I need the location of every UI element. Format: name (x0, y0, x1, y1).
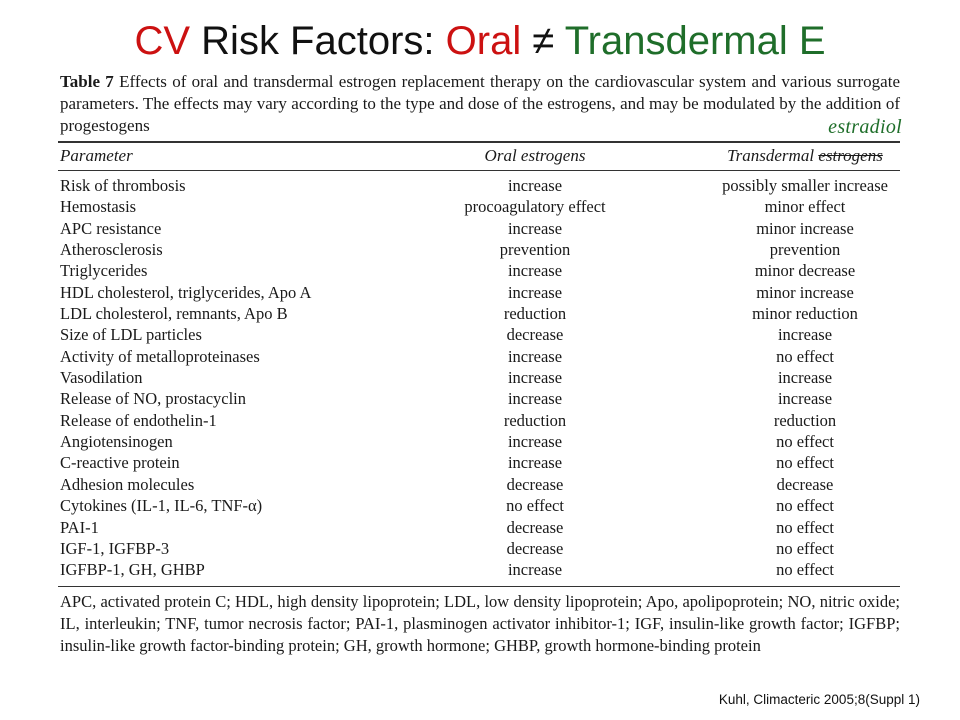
table-caption-label: Table 7 (60, 72, 114, 91)
cell-transdermal: increase (777, 325, 833, 345)
title-not-equal-icon: ≠ (532, 19, 555, 63)
cell-parameter: Vasodilation (60, 368, 143, 388)
table-row: Cytokines (IL-1, IL-6, TNF-α) no effect no… (60, 495, 900, 516)
table-row: Angiotensinogen increase no effect (60, 431, 900, 452)
table-row: LDL cholesterol, remnants, Apo B reductio… (60, 303, 900, 324)
cell-parameter: Activity of metalloproteinases (60, 346, 260, 366)
cell-oral: no effect (506, 496, 564, 516)
table-bottom-rule (58, 586, 900, 587)
cell-oral: increase (507, 282, 563, 302)
cell-parameter: Triglycerides (60, 261, 148, 281)
table-row: Vasodilation increase increase (60, 367, 900, 388)
table-header-rule (58, 170, 900, 171)
table-row: Risk of thrombosis increase possibly small… (60, 175, 900, 196)
cell-oral: increase (507, 261, 563, 281)
cell-oral: decrease (506, 517, 564, 537)
cell-transdermal: minor increase (756, 282, 854, 302)
title-risk-factors: Risk Factors: (201, 19, 435, 63)
cell-oral: reduction (503, 410, 567, 430)
title-oral: Oral (445, 19, 522, 63)
cell-transdermal: minor reduction (752, 304, 858, 324)
table-row: Hemostasis procoagulatory effect minor eff… (60, 196, 900, 217)
cell-parameter: LDL cholesterol, remnants, Apo B (60, 304, 288, 324)
header-struck-estrogens: estrogens (818, 146, 883, 165)
cell-transdermal: minor increase (756, 218, 854, 238)
title-cv: CV (134, 19, 191, 63)
cell-parameter: PAI-1 (60, 517, 99, 537)
table-row: PAI-1 decrease no effect (60, 517, 900, 538)
cell-transdermal: no effect (776, 538, 834, 558)
table-row: IGFBP-1, GH, GHBP increase no effect (60, 559, 900, 580)
cell-parameter: HDL cholesterol, triglycerides, Apo A (60, 282, 312, 302)
cell-parameter: Adhesion molecules (60, 474, 195, 494)
cell-oral: increase (507, 453, 563, 473)
cell-parameter: Release of NO, prostacyclin (60, 389, 247, 409)
table-row: IGF-1, IGFBP-3 decrease no effect (60, 538, 900, 559)
cell-parameter: Angiotensinogen (60, 432, 173, 452)
table-row: Triglycerides increase minor decrease (60, 260, 900, 281)
cell-oral: increase (507, 389, 563, 409)
cell-transdermal: no effect (776, 346, 834, 366)
cell-transdermal: no effect (776, 517, 834, 537)
cell-transdermal: possibly smaller increase (722, 176, 888, 195)
cell-parameter: IGFBP-1, GH, GHBP (60, 560, 205, 580)
table-caption-text: Effects of oral and transdermal estrogen… (60, 72, 900, 135)
cell-parameter: C-reactive protein (60, 453, 180, 473)
table-caption: Table 7 Effects of oral and transdermal … (60, 71, 900, 137)
cell-parameter: Size of LDL particles (60, 325, 202, 345)
cell-oral: increase (507, 176, 563, 195)
cell-oral: prevention (499, 240, 571, 260)
cell-oral: increase (507, 218, 563, 238)
cell-oral: increase (507, 560, 563, 580)
table-top-rule (58, 141, 900, 143)
slide-title: CV Risk Factors: Oral ≠ Transdermal E (0, 16, 960, 66)
cell-transdermal: increase (777, 368, 833, 388)
header-parameter: Parameter (60, 146, 133, 165)
header-transdermal: Transdermal estrogens (712, 146, 898, 166)
cell-transdermal: minor decrease (754, 261, 856, 281)
cell-parameter: APC resistance (60, 218, 162, 238)
cell-transdermal: no effect (776, 560, 834, 580)
table-row: Release of NO, prostacyclin increase incre… (60, 388, 900, 409)
table-row: Release of endothelin-1 reduction reductio… (60, 410, 900, 431)
cell-oral: decrease (506, 325, 564, 345)
cell-oral: decrease (506, 474, 564, 494)
cell-transdermal: increase (777, 389, 833, 409)
cell-transdermal: no effect (776, 496, 834, 516)
table-row: Atherosclerosis prevention prevention (60, 239, 900, 260)
header-transdermal-label: Transdermal (727, 146, 815, 165)
table-footnote: APC, activated protein C; HDL, high dens… (60, 592, 900, 655)
cell-parameter: Release of endothelin-1 (60, 410, 217, 430)
title-transdermal: Transdermal E (564, 19, 826, 63)
cell-transdermal: reduction (773, 410, 837, 430)
table-row: Adhesion molecules decrease decrease (60, 474, 900, 495)
cell-oral: decrease (506, 538, 564, 558)
table-row: APC resistance increase minor increase (60, 218, 900, 239)
cell-transdermal: no effect (776, 453, 834, 473)
table-row: Activity of metalloproteinases increase no… (60, 346, 900, 367)
cell-parameter: Risk of thrombosis (60, 176, 186, 195)
cell-parameter: Cytokines (IL-1, IL-6, TNF-α) (60, 496, 263, 516)
cell-oral: increase (507, 432, 563, 452)
table-row: Size of LDL particles decrease increase (60, 324, 900, 345)
cell-parameter: Hemostasis (60, 197, 137, 217)
table-body: Risk of thrombosis increase possibly small… (60, 175, 900, 581)
estradiol-overlay: estradiol (828, 116, 902, 138)
cell-transdermal: decrease (776, 474, 834, 494)
cell-transdermal: minor effect (764, 197, 846, 217)
cell-oral: increase (507, 346, 563, 366)
cell-parameter: Atherosclerosis (60, 240, 163, 260)
cell-oral: increase (507, 368, 563, 388)
cell-transdermal: no effect (776, 432, 834, 452)
citation: Kuhl, Climacteric 2005;8(Suppl 1) (718, 692, 920, 707)
header-oral: Oral estrogens (484, 146, 586, 165)
cell-oral: reduction (503, 304, 567, 324)
table-row: HDL cholesterol, triglycerides, Apo A inc… (60, 282, 900, 303)
cell-parameter: IGF-1, IGFBP-3 (60, 538, 170, 558)
table-row: C-reactive protein increase no effect (60, 452, 900, 473)
cell-oral: procoagulatory effect (464, 197, 606, 217)
cell-transdermal: prevention (769, 240, 841, 260)
